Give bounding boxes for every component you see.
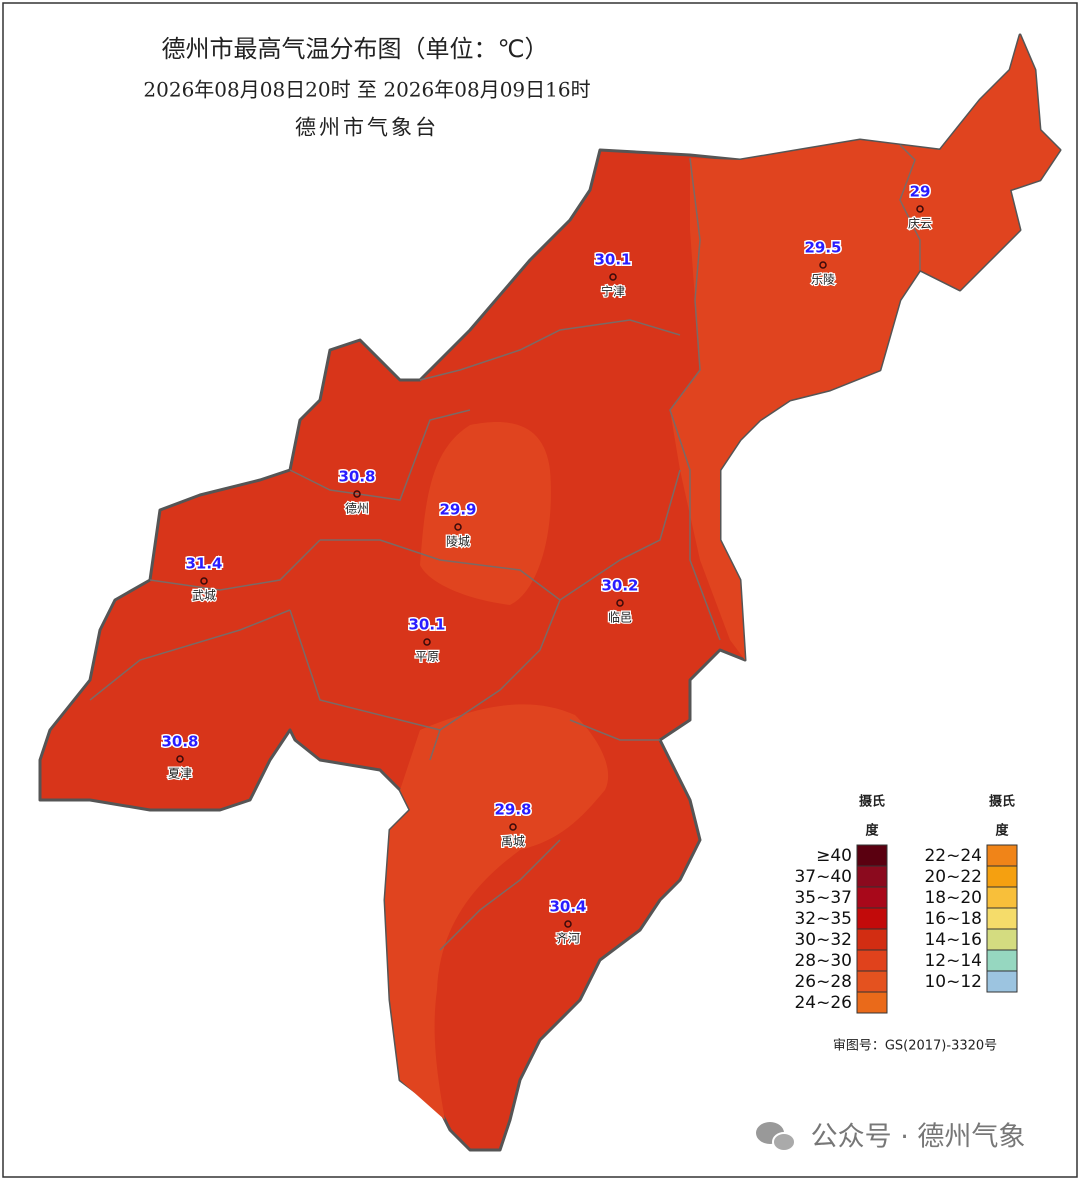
station-name: 乐陵 (811, 273, 835, 287)
legend-swatch (986, 970, 1018, 993)
legend-label: 30~32 (794, 930, 852, 950)
station-name: 庆云 (908, 217, 932, 231)
legend-header: 摄氏 (989, 794, 1015, 810)
legend-label: 18~20 (924, 888, 982, 908)
station-value: 29 (910, 183, 931, 201)
agency: 德州市气象台 (295, 116, 439, 140)
legend-swatch (856, 970, 888, 993)
legend-swatch (986, 949, 1018, 972)
station-value: 30.2 (601, 577, 638, 595)
watermark: 公众号 · 德州气象 (756, 1122, 1025, 1153)
legend-swatch (856, 886, 888, 909)
station-dot (423, 638, 431, 646)
county-borders (89, 144, 921, 951)
station-value: 30.8 (338, 468, 375, 486)
legend-label: 10~12 (924, 972, 982, 992)
legend-label: 28~30 (794, 951, 852, 971)
station-dot (819, 261, 827, 269)
watermark-text: 公众号 · 德州气象 (811, 1122, 1026, 1153)
legend-swatch (986, 865, 1018, 888)
station-dot (200, 577, 208, 585)
period: 2026年08月08日20时 至 2026年08月09日16时 (143, 78, 590, 102)
station-name: 禹城 (501, 835, 525, 849)
station-value: 30.1 (594, 251, 631, 269)
station-value: 30.1 (408, 616, 445, 634)
station-dot (509, 823, 517, 831)
legend-label: 26~28 (794, 972, 852, 992)
station-value: 30.8 (161, 733, 198, 751)
legend-label: 35~37 (794, 888, 852, 908)
station-name: 武城 (192, 589, 216, 603)
station-value: 29.9 (439, 501, 476, 519)
legend-swatch (986, 886, 1018, 909)
station-name: 齐河 (556, 931, 580, 946)
legend-header: 度 (995, 823, 1009, 839)
legend-swatch (856, 907, 888, 930)
station-dot (454, 523, 462, 531)
stations: 29 庆云 29.5 乐陵 30.1 宁津 30.8 德州 29.9 陵城 31.4 武城 30.1 平原… (160, 181, 933, 947)
legend-swatch (856, 844, 888, 867)
legend-swatch (986, 928, 1018, 951)
station-name: 夏津 (168, 767, 192, 781)
station-dot (609, 273, 617, 281)
station-dot (916, 205, 924, 213)
legend-label: 14~16 (924, 930, 982, 950)
legend-label: 37~40 (794, 867, 852, 887)
station-dot (616, 599, 624, 607)
station-name: 宁津 (601, 284, 625, 299)
station-value: 31.4 (185, 555, 222, 573)
station-name: 德州 (345, 501, 369, 516)
legend-swatch (856, 991, 888, 1014)
station-name: 平原 (415, 650, 439, 664)
legend-swatch (986, 907, 1018, 930)
legend-label: 12~14 (924, 951, 982, 971)
map (38, 33, 1062, 1152)
station-name: 临邑 (608, 611, 632, 625)
station-dot (564, 920, 572, 928)
title: 德州市最高气温分布图（单位：℃） (162, 35, 549, 63)
legend-swatch (856, 865, 888, 888)
legend-label: 32~35 (794, 909, 852, 929)
legend-header: 度 (865, 823, 879, 839)
legend-swatch (856, 949, 888, 972)
legend-label: ≥40 (816, 846, 852, 866)
legend-header: 摄氏 (859, 794, 885, 810)
station-name: 陵城 (446, 535, 470, 549)
review-number: 审图号：GS(2017)-3320号 (833, 1039, 997, 1054)
legend-label: 24~26 (794, 993, 852, 1013)
legend-label: 20~22 (924, 867, 982, 887)
station-value: 29.8 (494, 801, 531, 819)
warm-zone (420, 422, 551, 605)
legend-swatch (856, 928, 888, 951)
warm-zone (670, 35, 1060, 660)
station-dot (353, 490, 361, 498)
station-value: 29.5 (804, 239, 841, 257)
legend-label: 16~18 (924, 909, 982, 929)
legend-swatch (986, 844, 1018, 867)
station-dot (176, 755, 184, 763)
station-value: 30.4 (549, 898, 586, 916)
legend-label: 22~24 (924, 846, 982, 866)
warm-zone (385, 704, 609, 1120)
legend: 摄氏度 ≥4037~4035~3732~3530~3228~3026~2824~2… (794, 794, 1018, 1014)
